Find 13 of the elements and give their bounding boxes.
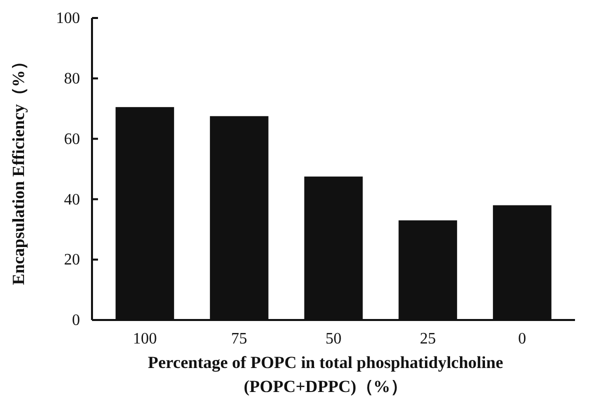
y-tick-label: 80: [64, 70, 80, 88]
y-tick-label: 0: [72, 312, 80, 330]
y-tick-label: 100: [56, 10, 80, 28]
y-tick-label: 60: [64, 130, 80, 148]
x-axis-title: Percentage of POPC in total phosphatidylcholine (POPC+DPPC)（%）: [148, 353, 504, 396]
x-tick-label: 100: [132, 330, 157, 348]
y-axis-title: Encapsulation Efficiency（%）: [9, 53, 28, 285]
x-tick-label: 50: [326, 330, 342, 348]
y-tick-label: 20: [64, 252, 80, 269]
x-tick-label: 0: [518, 330, 526, 348]
y-tick-label: 40: [64, 191, 80, 208]
x-tick-label: 75: [231, 330, 248, 348]
x-tick-label: 25: [420, 330, 436, 348]
